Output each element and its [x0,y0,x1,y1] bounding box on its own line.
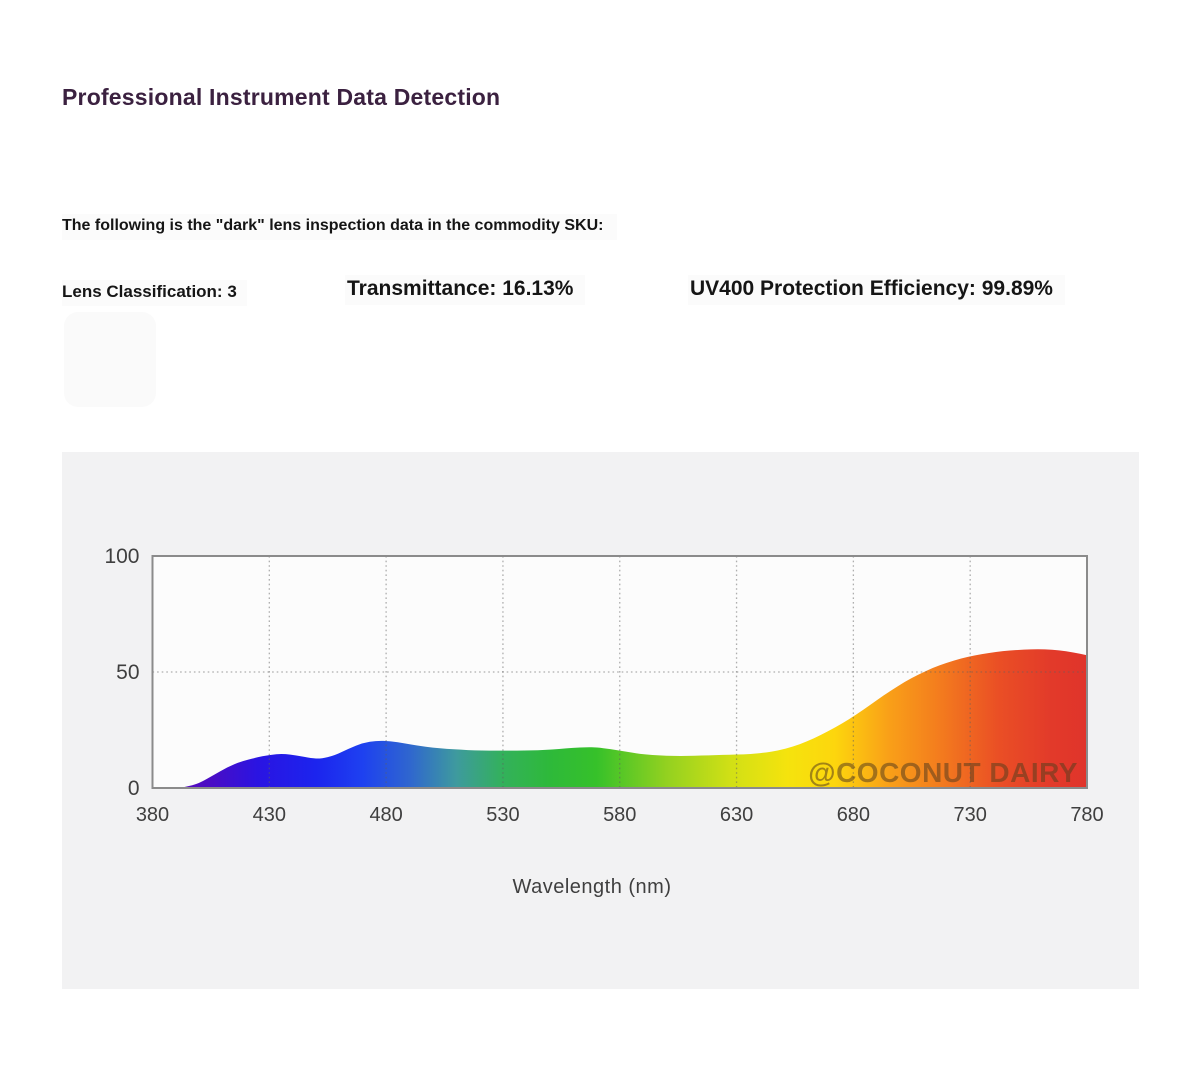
transmittance-area [152,649,1087,788]
page-title: Professional Instrument Data Detection [62,84,501,110]
x-tick-label: 730 [954,804,987,826]
x-tick-label: 430 [253,804,286,826]
spectrum-transmittance-chart: 0 50 100 380 430 480 530 580 630 680 730 780 Wavelen… [104,545,1103,898]
lens-classification-stat: Lens Classification: 3 [62,282,237,301]
x-axis-label: Wavelength (nm) [512,876,671,898]
x-tick-label: 630 [720,804,753,826]
transmittance-stat: Transmittance: 16.13% [347,277,574,300]
x-tick-label: 580 [603,804,636,826]
y-tick-label: 0 [128,777,140,800]
x-tick-label: 480 [369,804,402,826]
x-tick-label: 680 [837,804,870,826]
sku-description-text: The following is the "dark" lens inspect… [62,217,604,234]
chart-panel: 0 50 100 380 430 480 530 580 630 680 730 780 Wavelen… [62,452,1139,989]
x-tick-label: 780 [1070,804,1103,826]
y-tick-label: 50 [116,661,139,684]
x-tick-label: 380 [136,804,169,826]
uv400-efficiency-stat: UV400 Protection Efficiency: 99.89% [690,277,1053,300]
y-tick-label: 100 [104,545,139,568]
plot-frame [151,555,1088,789]
x-tick-label: 530 [486,804,519,826]
watermark-text: @COCONUT DAIRY [808,757,1078,788]
faint-highlight-artifact [64,312,156,407]
